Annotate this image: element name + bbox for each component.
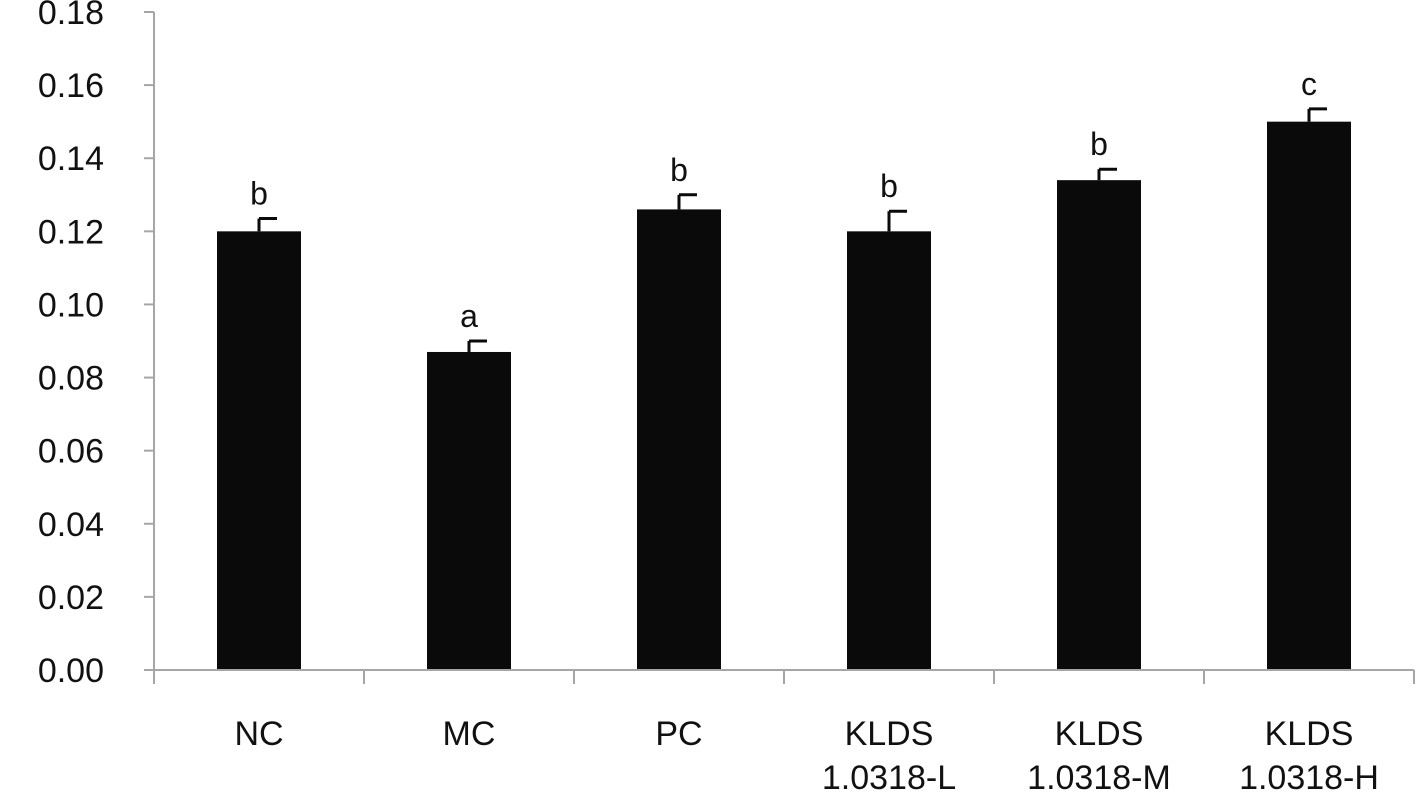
x-category-label: PC (655, 715, 702, 753)
bar (427, 351, 511, 670)
bar (637, 209, 721, 670)
y-tick-label: 0.18 (38, 0, 104, 32)
x-category-label-line: 1.0318-M (1027, 759, 1171, 797)
y-tick-label: 0.02 (38, 579, 104, 617)
x-category-labels: NC MC PC KLDS 1.0318-L KLDS 1.0318-M KLDS 1.0318… (234, 715, 1378, 797)
bar (1057, 180, 1141, 670)
x-category-label: KLDS 1.0318-H (1239, 715, 1379, 797)
significance-label: a (460, 298, 478, 334)
y-tick-labels: 0.00 0.02 0.04 0.06 0.08 0.10 0.12 0.14 0.16 0.18 (38, 0, 104, 690)
significance-label: c (1301, 66, 1317, 102)
x-category-label-line: NC (234, 715, 283, 753)
x-category-label-line: 1.0318-H (1239, 759, 1379, 797)
error-bar (467, 339, 487, 352)
error-bar (1097, 167, 1117, 181)
x-category-label-line: 1.0318-L (822, 759, 956, 797)
x-category-label-line: KLDS (1055, 715, 1144, 753)
y-tick-label: 0.14 (38, 140, 104, 178)
y-tick-label: 0.10 (38, 286, 104, 324)
error-bar (887, 209, 907, 232)
x-category-label: KLDS 1.0318-L (822, 715, 956, 797)
x-category-label-line: KLDS (1265, 715, 1354, 753)
y-tick-label: 0.16 (38, 67, 104, 105)
x-category-label: MC (443, 715, 496, 753)
error-bar (1307, 107, 1327, 122)
y-tick-label: 0.08 (38, 360, 104, 398)
y-tick-label: 0.04 (38, 506, 104, 544)
error-bars (257, 107, 1327, 352)
bar (217, 231, 301, 671)
significance-labels: b a b b b c (250, 66, 1317, 334)
error-bar (677, 193, 697, 210)
y-tick-label: 0.06 (38, 433, 104, 471)
x-category-label: NC (234, 715, 283, 753)
significance-label: b (670, 152, 688, 188)
x-category-label-line: MC (443, 715, 496, 753)
x-category-label-line: PC (655, 715, 702, 753)
bar (1267, 121, 1351, 670)
x-category-label-line: KLDS (845, 715, 934, 753)
error-bar (257, 217, 277, 232)
y-axis-ticks (144, 11, 154, 671)
significance-label: b (880, 168, 898, 204)
bar (847, 231, 931, 671)
bars (217, 121, 1351, 671)
y-tick-label: 0.12 (38, 213, 104, 251)
x-axis-ticks (153, 670, 1415, 684)
significance-label: b (250, 176, 268, 212)
significance-label: b (1090, 126, 1108, 162)
y-tick-label: 0.00 (38, 652, 104, 690)
x-category-label: KLDS 1.0318-M (1027, 715, 1171, 797)
